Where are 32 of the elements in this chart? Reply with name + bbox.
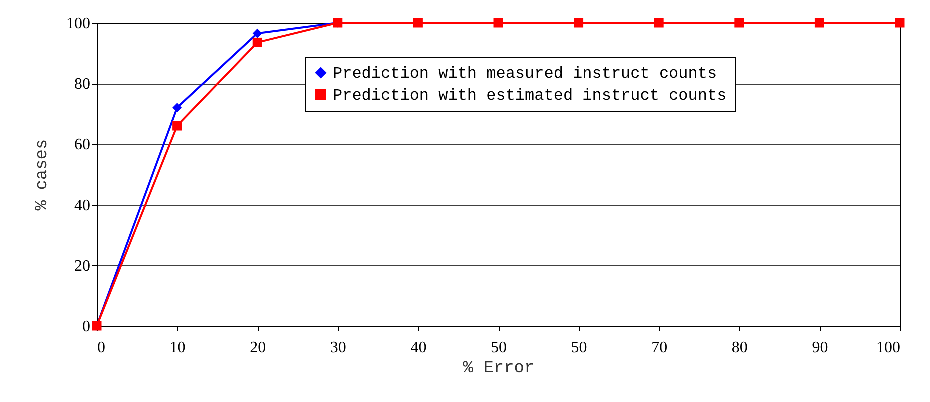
y-tick-label: 80 xyxy=(74,76,90,94)
x-axis-title: % Error xyxy=(463,360,535,378)
x-tick-label: 90 xyxy=(812,340,828,356)
point xyxy=(172,103,182,113)
y-axis-title: % cases xyxy=(34,139,52,211)
point xyxy=(895,18,905,28)
y-tick-label: 60 xyxy=(74,136,90,154)
y-tick-label: 100 xyxy=(66,16,90,32)
point xyxy=(654,18,664,28)
x-tick-label: 40 xyxy=(410,340,427,356)
y-tick-label: 40 xyxy=(74,197,90,214)
y-tick-label: 0 xyxy=(82,318,90,336)
point xyxy=(494,18,504,28)
x-tick-label: 50 xyxy=(491,340,507,356)
point xyxy=(252,28,262,38)
y-tick-label: 20 xyxy=(74,258,90,275)
x-tick-label: 80 xyxy=(732,340,748,356)
x-tick-label: 50 xyxy=(571,340,588,356)
x-tick-label: 10 xyxy=(170,340,186,356)
x-tick-label: 70 xyxy=(652,340,668,356)
x-tick-label: 20 xyxy=(250,340,266,356)
point xyxy=(734,18,744,28)
x-tick-label: 0 xyxy=(98,340,106,356)
point xyxy=(574,18,584,28)
point xyxy=(413,18,423,28)
x-tick-label: 30 xyxy=(330,340,346,356)
point xyxy=(252,38,262,48)
point xyxy=(814,18,824,28)
legend-label: Prediction with estimated instruct counts xyxy=(333,87,727,105)
legend-label: Prediction with measured instruct counts xyxy=(333,65,718,83)
x-tick-label: 100 xyxy=(876,340,900,356)
point xyxy=(172,121,182,131)
